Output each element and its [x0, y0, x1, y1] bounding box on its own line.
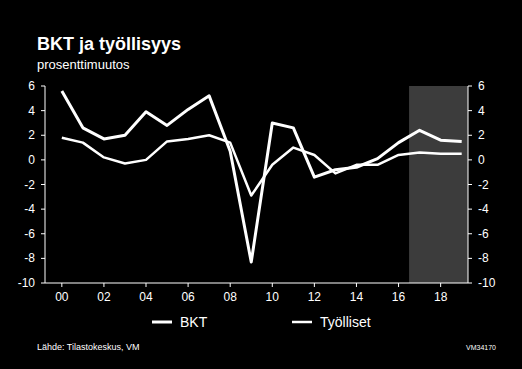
- y2-tick: [468, 258, 472, 259]
- y2-tick: [468, 135, 472, 136]
- x-tick: [188, 283, 189, 287]
- x-tick: [440, 283, 441, 287]
- x-tick-label: 16: [392, 290, 406, 304]
- y2-tick-label: -2: [478, 178, 489, 192]
- x-tick: [103, 283, 104, 287]
- y-tick-label: 4: [28, 104, 35, 118]
- x-tick: [146, 283, 147, 287]
- plot-area: [62, 91, 462, 262]
- y-tick: [41, 184, 45, 185]
- x-axis: [45, 283, 468, 284]
- x-tick-label: 04: [139, 290, 153, 304]
- x-tick: [61, 283, 62, 287]
- series-line: [62, 91, 462, 262]
- y-tick-label: -10: [18, 276, 36, 290]
- y-tick-label: -2: [24, 178, 35, 192]
- y2-tick: [468, 110, 472, 111]
- x-tick-label: 06: [181, 290, 195, 304]
- y2-tick: [468, 184, 472, 185]
- chart-code: VM34170: [466, 344, 496, 351]
- y-tick-label: 0: [28, 153, 35, 167]
- legend-label: Työlliset: [320, 314, 371, 330]
- x-tick-label: 18: [434, 290, 448, 304]
- y-tick: [41, 258, 45, 259]
- legend-swatch: [152, 321, 172, 324]
- y2-tick: [468, 86, 472, 87]
- x-tick: [314, 283, 315, 287]
- y2-tick-label: 6: [478, 79, 485, 93]
- y2-tick: [468, 283, 472, 284]
- y-tick: [41, 283, 45, 284]
- x-tick: [230, 283, 231, 287]
- legend-label: BKT: [180, 314, 208, 330]
- y-tick: [41, 135, 45, 136]
- source: Lähde: Tilastokeskus, VM: [37, 342, 140, 352]
- background: [0, 0, 522, 369]
- y-tick: [41, 209, 45, 210]
- x-tick-label: 14: [350, 290, 364, 304]
- x-tick: [356, 283, 357, 287]
- x-tick-label: 02: [97, 290, 111, 304]
- y-tick-label: 2: [28, 128, 35, 142]
- y2-tick-label: -8: [478, 251, 489, 265]
- x-tick: [272, 283, 273, 287]
- y-tick: [41, 233, 45, 234]
- x-tick-label: 12: [308, 290, 322, 304]
- y2-tick-label: 4: [478, 104, 485, 118]
- y2-tick-label: -6: [478, 227, 489, 241]
- forecast-shade: [409, 86, 468, 283]
- legend-swatch: [292, 321, 312, 324]
- y-tick-label: 6: [28, 79, 35, 93]
- y-tick-label: -6: [24, 227, 35, 241]
- title: BKT ja työllisyys: [37, 34, 181, 54]
- y2-tick-label: 0: [478, 153, 485, 167]
- x-tick-label: 10: [266, 290, 280, 304]
- y-tick: [41, 110, 45, 111]
- y2-tick-label: -4: [478, 202, 489, 216]
- y-tick: [41, 86, 45, 87]
- y-tick-label: -4: [24, 202, 35, 216]
- subtitle: prosenttimuutos: [37, 57, 130, 72]
- x-tick: [398, 283, 399, 287]
- y-tick: [41, 159, 45, 160]
- x-tick-label: 08: [224, 290, 238, 304]
- y2-tick: [468, 159, 472, 160]
- y2-tick: [468, 209, 472, 210]
- y2-tick-label: -10: [478, 276, 496, 290]
- series-line: [62, 135, 462, 195]
- y2-tick: [468, 233, 472, 234]
- x-tick-label: 00: [55, 290, 69, 304]
- y-tick-label: -8: [24, 251, 35, 265]
- y2-tick-label: 2: [478, 128, 485, 142]
